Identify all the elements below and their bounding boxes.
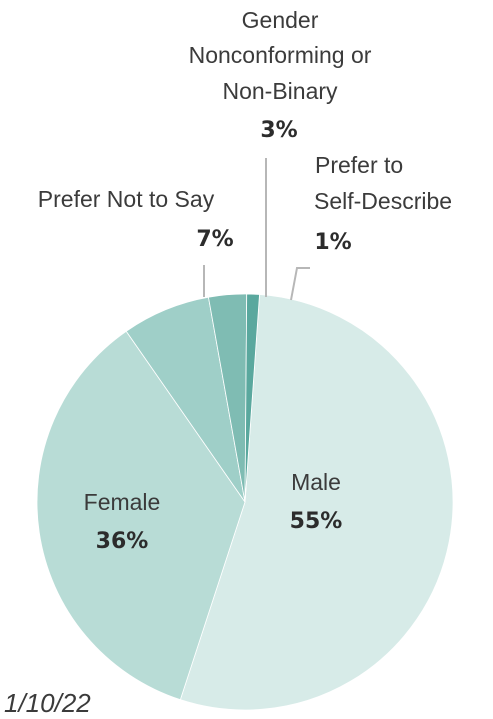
slice-label-nonconforming-line-1: Gender bbox=[242, 7, 319, 33]
pie-slice-prefer-to-self-describe bbox=[244, 293, 260, 503]
slice-label-self-describe-line-1: Prefer to bbox=[315, 152, 403, 178]
pie-slice-male bbox=[179, 294, 454, 710]
slice-value-self-describe: 1% bbox=[314, 230, 351, 255]
date-footer: 1/10/22 bbox=[4, 688, 91, 718]
slice-value-nonconforming: 3% bbox=[260, 118, 297, 143]
pie-slice-female bbox=[36, 330, 246, 701]
slice-value-male: 55% bbox=[290, 509, 343, 534]
leader-lines bbox=[203, 158, 310, 301]
slice-label-prefer-not-to-say: Prefer Not to Say bbox=[38, 186, 215, 212]
slice-label-nonconforming-line-3: Non-Binary bbox=[222, 78, 338, 104]
pie-slices bbox=[36, 293, 454, 710]
leader-line-self-describe bbox=[290, 267, 310, 301]
slice-label-self-describe-line-2: Self-Describe bbox=[314, 188, 452, 214]
slice-value-prefer-not-to-say: 7% bbox=[196, 227, 233, 252]
slice-label-nonconforming-line-2: Nonconforming or bbox=[189, 42, 372, 68]
slice-label-female: Female bbox=[84, 489, 161, 515]
slice-label-male: Male bbox=[291, 469, 341, 495]
slice-value-female: 36% bbox=[96, 529, 149, 554]
